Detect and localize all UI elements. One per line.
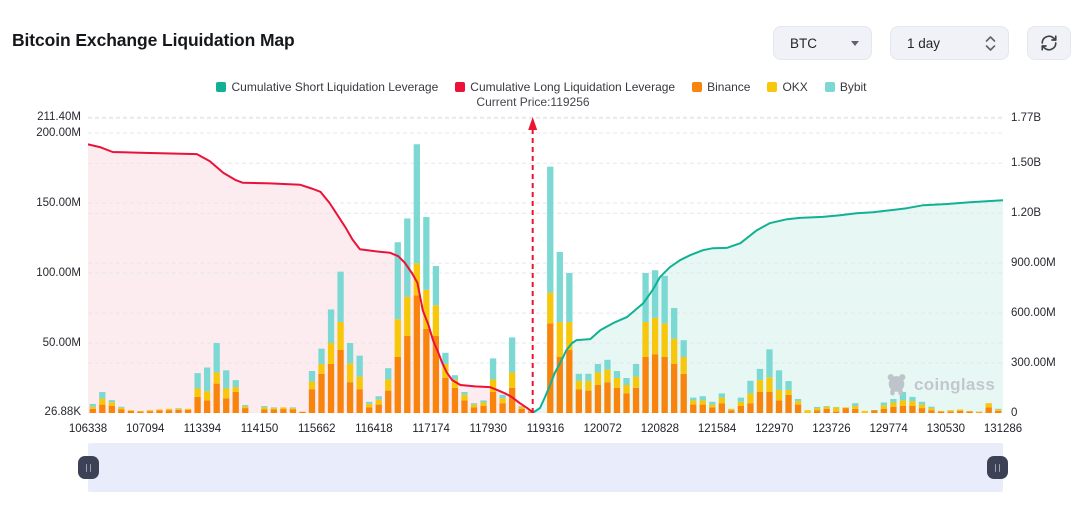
- legend-label: Cumulative Short Liquidation Leverage: [231, 80, 439, 94]
- legend-item-binance[interactable]: Binance: [692, 80, 750, 94]
- current-price-arrow: [528, 117, 538, 413]
- current-price-label: Current Price:119256: [476, 95, 590, 109]
- y-tick-label-left: 211.40M: [37, 110, 81, 123]
- x-tick-label: 130530: [926, 423, 965, 435]
- gridlines: [88, 116, 1003, 413]
- long-area: [88, 144, 533, 413]
- watermark-text: coinglass: [914, 374, 996, 394]
- legend-item-bybit[interactable]: Bybit: [824, 80, 867, 94]
- interval-select-value: 1 day: [907, 35, 941, 51]
- x-tick-label: 116418: [355, 423, 393, 435]
- legend-label: Bybit: [839, 80, 867, 94]
- legend-item-cumulative-long-liquidation-leverage[interactable]: Cumulative Long Liquidation Leverage: [455, 80, 675, 94]
- y-tick-label-left: 200.00M: [36, 126, 81, 139]
- slider-handle-left[interactable]: [78, 456, 99, 479]
- y-tick-label-left: 50.00M: [42, 336, 81, 349]
- chart-legend: Cumulative Short Liquidation Leverage Cum…: [0, 80, 1083, 94]
- legend-swatch-icon: [692, 82, 703, 92]
- x-tick-label: 107094: [126, 423, 165, 435]
- chevron-down-icon: [851, 40, 859, 46]
- y-tick-label-left: 150.00M: [36, 196, 81, 209]
- y-tick-label-right: 1.50B: [1011, 156, 1042, 169]
- legend-item-cumulative-short-liquidation-leverage[interactable]: Cumulative Short Liquidation Leverage: [216, 80, 438, 94]
- x-tick-label: 121584: [697, 423, 737, 435]
- legend-label: Binance: [707, 80, 751, 94]
- x-tick-label: 129774: [869, 423, 908, 435]
- x-tick-label: 115662: [297, 423, 336, 435]
- interval-select[interactable]: 1 day: [890, 26, 1009, 60]
- legend-swatch-icon: [216, 82, 227, 92]
- x-tick-label: 117174: [412, 423, 450, 435]
- legend-swatch-icon: [824, 82, 835, 92]
- x-tick-label: 106338: [68, 423, 108, 435]
- x-tick-label: 131286: [983, 423, 1023, 435]
- y-tick-label-left: 100.00M: [36, 266, 81, 279]
- slider-handle-right[interactable]: [987, 456, 1008, 479]
- legend-swatch-icon: [767, 82, 778, 92]
- watermark: coinglass: [884, 372, 995, 397]
- legend-item-okx[interactable]: OKX: [767, 80, 808, 94]
- bars-binance: [89, 295, 1002, 413]
- short-area: [532, 200, 1003, 413]
- symbol-select[interactable]: BTC: [773, 26, 872, 60]
- refresh-icon: [1040, 34, 1058, 52]
- x-tick-label: 122970: [755, 423, 794, 435]
- symbol-select-value: BTC: [790, 35, 817, 51]
- y-tick-label-right: 0: [1011, 406, 1018, 419]
- x-tick-label: 117930: [469, 423, 508, 435]
- y-tick-label-right: 300.00M: [1011, 356, 1056, 369]
- y-tick-label-right: 1.77B: [1011, 111, 1042, 124]
- x-tick-label: 114150: [240, 423, 279, 435]
- legend-label: Cumulative Long Liquidation Leverage: [470, 80, 676, 94]
- short-liquidation-line: [531, 199, 1003, 413]
- x-tick-label: 123726: [812, 423, 851, 435]
- spinner-arrows-icon: [985, 35, 996, 52]
- page-title: Bitcoin Exchange Liquidation Map: [12, 30, 295, 50]
- x-tick-label: 120828: [640, 423, 680, 435]
- range-slider-track[interactable]: [78, 443, 1008, 492]
- y-tick-label-right: 600.00M: [1011, 306, 1056, 319]
- bars-bybit: [89, 144, 1002, 411]
- chart-canvas[interactable]: [88, 115, 1003, 413]
- x-tick-label: 113394: [183, 423, 222, 435]
- x-tick-label: 119316: [526, 423, 565, 435]
- y-tick-label-right: 1.20B: [1011, 206, 1042, 219]
- y-tick-label-right: 900.00M: [1011, 256, 1056, 269]
- coinglass-logo-icon: [884, 372, 909, 397]
- long-liquidation-line: [88, 143, 534, 413]
- refresh-button[interactable]: [1027, 26, 1071, 60]
- y-tick-label-left: 26.88K: [44, 406, 81, 419]
- legend-label: OKX: [782, 80, 808, 94]
- x-tick-label: 120072: [583, 423, 622, 435]
- legend-swatch-icon: [455, 82, 466, 92]
